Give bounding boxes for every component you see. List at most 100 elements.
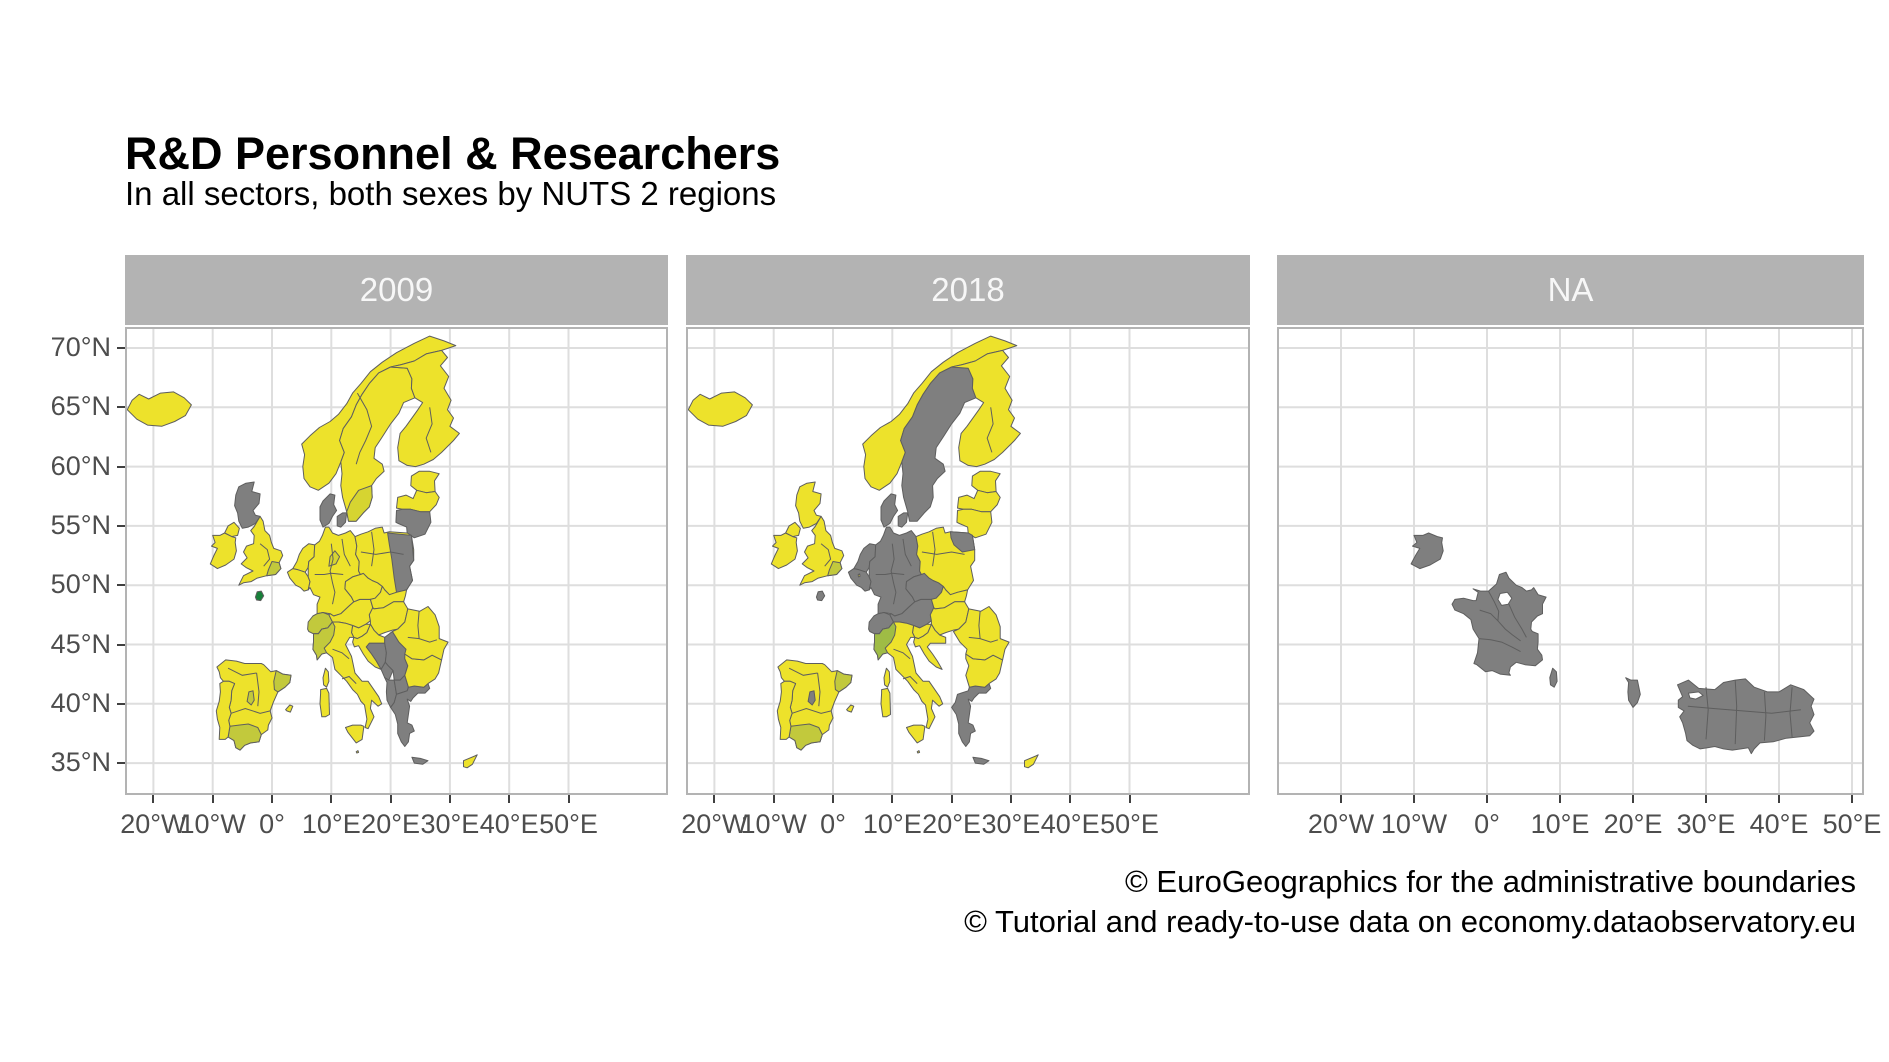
x-axis-label-na: 50°E bbox=[1822, 809, 1882, 839]
plot-caption: © EuroGeographics for the administrative… bbox=[964, 862, 1856, 942]
region-greece bbox=[951, 683, 992, 747]
x-axis-label-2018: 20°E bbox=[922, 809, 982, 839]
region-catalonia bbox=[273, 670, 292, 693]
border-uk-nuts bbox=[259, 543, 271, 567]
region-malta bbox=[916, 750, 921, 754]
x-axis-tick bbox=[567, 795, 570, 803]
border-turkey-nuts-4 bbox=[1789, 687, 1793, 738]
y-axis-label: 55°N bbox=[50, 509, 111, 540]
x-axis-tick bbox=[891, 795, 894, 803]
map-panel-2018 bbox=[686, 327, 1250, 795]
region-balearics bbox=[846, 704, 855, 713]
border-poland-nuts bbox=[932, 531, 936, 567]
x-axis-label-na: 10°E bbox=[1530, 809, 1590, 839]
x-axis-label-2009: 20°W bbox=[120, 809, 187, 839]
x-axis-label-na: 40°E bbox=[1749, 809, 1809, 839]
border-turkey-nuts-3 bbox=[1763, 691, 1767, 741]
x-axis-tick bbox=[330, 795, 333, 803]
region-portugal bbox=[215, 680, 236, 740]
region-catalonia bbox=[834, 670, 853, 693]
border-turkey-nuts bbox=[1705, 687, 1709, 740]
region-sardinia bbox=[880, 687, 891, 718]
border-france-nuts-3 bbox=[1478, 638, 1521, 653]
border-spain-nuts-2 bbox=[791, 707, 832, 714]
x-axis-tick bbox=[1128, 795, 1131, 803]
region-ireland bbox=[209, 532, 237, 570]
region-finland bbox=[390, 349, 460, 468]
border-spain-nuts bbox=[227, 667, 257, 676]
region-brussels bbox=[857, 573, 861, 578]
y-axis-tick bbox=[117, 702, 125, 705]
region-balearics bbox=[285, 704, 294, 713]
region-cyprus bbox=[1024, 754, 1039, 769]
border-poland-nuts-2 bbox=[360, 551, 404, 555]
page-subtitle: In all sectors, both sexes by NUTS 2 reg… bbox=[125, 175, 777, 212]
x-axis-tick bbox=[1778, 795, 1780, 803]
region-andalusia bbox=[227, 723, 262, 751]
region-crete bbox=[411, 756, 429, 765]
x-axis-tick bbox=[1069, 795, 1072, 803]
y-axis-label: 35°N bbox=[50, 747, 111, 778]
region-belgium bbox=[847, 568, 872, 592]
y-axis-label: 45°N bbox=[50, 628, 111, 659]
x-axis-label-2009: 30°E bbox=[420, 809, 480, 839]
x-axis-label-na: 0° bbox=[1474, 809, 1500, 839]
region-cyprus bbox=[463, 754, 478, 769]
x-axis-tick bbox=[448, 795, 451, 803]
region-portugal bbox=[776, 680, 797, 740]
region-estonia bbox=[410, 470, 440, 494]
map-panel-na bbox=[1277, 327, 1864, 795]
x-axis-label-2009: 40°E bbox=[479, 809, 539, 839]
region-lithuania bbox=[395, 508, 432, 539]
region-latvia bbox=[396, 489, 440, 513]
region-corsica bbox=[1549, 667, 1558, 688]
facet-strip-2009: 2009 bbox=[125, 255, 668, 325]
x-axis-tick bbox=[1559, 795, 1561, 803]
region-se-england bbox=[827, 561, 843, 577]
border-poland-nuts-2 bbox=[921, 551, 965, 555]
region-poland-ne bbox=[949, 531, 976, 553]
border-turkey-nuts-5 bbox=[1687, 705, 1801, 714]
border-spain-nuts-2 bbox=[230, 707, 271, 714]
y-axis-label: 70°N bbox=[50, 332, 111, 362]
x-axis-tick bbox=[389, 795, 392, 803]
border-spain-nuts-3 bbox=[817, 672, 821, 707]
region-scotland bbox=[234, 481, 261, 529]
region-sicily bbox=[345, 724, 365, 744]
x-axis-tick bbox=[1340, 795, 1342, 803]
border-romania-nuts bbox=[407, 636, 438, 643]
x-axis-label-2009: 0° bbox=[259, 809, 285, 839]
x-axis-label-2009: 10°W bbox=[179, 809, 246, 839]
border-uk-nuts bbox=[820, 543, 832, 567]
facet-strip-label: 2018 bbox=[931, 271, 1005, 308]
y-axis-tick bbox=[117, 406, 125, 409]
border-germany-nuts-3 bbox=[341, 538, 351, 567]
region-crete bbox=[972, 756, 990, 765]
border-italy-nuts bbox=[893, 648, 911, 660]
x-axis-label-2018: 0° bbox=[820, 809, 846, 839]
border-turkey-nuts-2 bbox=[1734, 680, 1738, 745]
region-corsica bbox=[322, 667, 330, 688]
x-axis-tick bbox=[211, 795, 214, 803]
region-italy bbox=[312, 621, 383, 730]
region-italy-nw bbox=[312, 621, 336, 661]
region-italy bbox=[873, 621, 944, 730]
x-axis-label-2018: 10°E bbox=[862, 809, 922, 839]
y-axis-tick bbox=[117, 584, 125, 587]
x-axis-tick bbox=[271, 795, 273, 803]
region-turkey bbox=[1677, 678, 1815, 755]
x-axis-label-na: 10°W bbox=[1380, 809, 1448, 839]
border-germany-nuts-3 bbox=[902, 538, 912, 567]
border-germany-nuts-2 bbox=[314, 572, 344, 575]
y-axis-tick bbox=[117, 347, 125, 349]
region-channel-blob bbox=[254, 590, 265, 602]
border-finland-nuts bbox=[425, 407, 433, 453]
region-paris-hole bbox=[1497, 591, 1513, 606]
x-axis-tick bbox=[950, 795, 953, 803]
y-axis-label: 50°N bbox=[50, 569, 111, 600]
region-andalusia bbox=[788, 723, 823, 751]
x-axis-label-2009: 20°E bbox=[361, 809, 421, 839]
border-romania-nuts bbox=[968, 636, 999, 643]
x-axis-label-na: 20°W bbox=[1307, 809, 1375, 839]
region-croatia bbox=[913, 623, 947, 670]
